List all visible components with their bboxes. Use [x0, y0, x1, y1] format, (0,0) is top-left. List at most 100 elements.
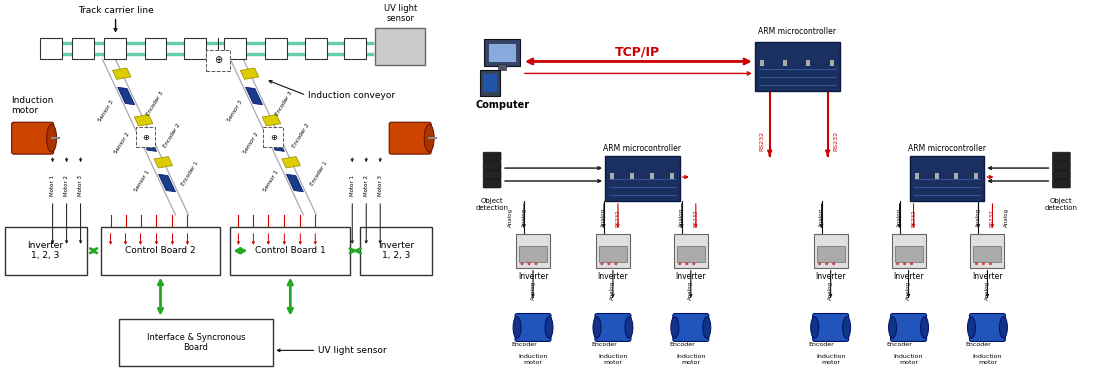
Text: Object
detection: Object detection	[1045, 198, 1077, 211]
FancyBboxPatch shape	[969, 314, 1006, 341]
Bar	[783, 60, 787, 66]
Text: Encoder: Encoder	[591, 342, 617, 347]
FancyBboxPatch shape	[519, 247, 547, 262]
Circle shape	[911, 262, 913, 265]
FancyBboxPatch shape	[488, 43, 516, 62]
FancyBboxPatch shape	[1052, 179, 1071, 188]
Text: Analog: Analog	[601, 208, 607, 228]
Text: ARM microcontroller: ARM microcontroller	[758, 27, 836, 36]
Ellipse shape	[545, 317, 552, 338]
Text: UV light sensor: UV light sensor	[318, 346, 387, 355]
FancyBboxPatch shape	[594, 314, 631, 341]
Text: Inverter: Inverter	[893, 272, 924, 281]
FancyBboxPatch shape	[483, 170, 501, 179]
Ellipse shape	[703, 317, 711, 338]
Text: Motor 1: Motor 1	[50, 175, 55, 195]
Text: Analog: Analog	[819, 208, 824, 228]
Circle shape	[685, 262, 688, 265]
Text: Analog: Analog	[906, 281, 911, 300]
Text: Inverter
1, 2, 3: Inverter 1, 2, 3	[28, 241, 64, 260]
FancyBboxPatch shape	[265, 38, 287, 59]
FancyBboxPatch shape	[498, 65, 506, 70]
Text: Analog: Analog	[530, 281, 536, 300]
Text: Motor 3: Motor 3	[78, 175, 83, 195]
Polygon shape	[267, 134, 284, 151]
FancyBboxPatch shape	[101, 227, 220, 275]
Text: Sensor 1: Sensor 1	[134, 169, 151, 192]
Text: TCP/IP: TCP/IP	[615, 45, 661, 58]
Polygon shape	[282, 157, 301, 168]
Text: Motor 2: Motor 2	[64, 175, 70, 195]
Text: Inverter: Inverter	[815, 272, 846, 281]
Circle shape	[614, 262, 618, 265]
Text: RS232: RS232	[911, 209, 916, 227]
Text: Encoder: Encoder	[512, 342, 537, 347]
Text: Analog: Analog	[828, 281, 833, 300]
Polygon shape	[117, 87, 135, 105]
Text: ARM microcontroller: ARM microcontroller	[603, 144, 682, 153]
Text: Motor 1: Motor 1	[350, 175, 355, 195]
FancyBboxPatch shape	[104, 38, 126, 59]
Circle shape	[693, 262, 695, 265]
Text: Induction
motor: Induction motor	[815, 354, 845, 365]
FancyBboxPatch shape	[674, 234, 708, 268]
Text: Encoder 2: Encoder 2	[164, 122, 182, 148]
FancyBboxPatch shape	[817, 247, 844, 262]
FancyBboxPatch shape	[483, 161, 501, 170]
Ellipse shape	[843, 317, 851, 338]
Bar	[830, 60, 833, 66]
FancyBboxPatch shape	[515, 314, 551, 341]
Text: Analog: Analog	[610, 281, 615, 300]
FancyBboxPatch shape	[895, 247, 923, 262]
Text: Analog: Analog	[897, 208, 902, 228]
FancyBboxPatch shape	[892, 234, 926, 268]
Ellipse shape	[46, 124, 56, 152]
Text: Track carrier line: Track carrier line	[77, 6, 154, 15]
Text: ⊕: ⊕	[214, 56, 222, 66]
Text: Induction
motor: Induction motor	[972, 354, 1002, 365]
Text: Interface & Syncronous
Board: Interface & Syncronous Board	[147, 333, 245, 352]
Ellipse shape	[625, 317, 633, 338]
Bar	[935, 173, 938, 179]
Text: Sensor 3: Sensor 3	[227, 100, 244, 123]
Bar	[760, 60, 764, 66]
FancyBboxPatch shape	[118, 319, 273, 366]
Bar	[630, 173, 634, 179]
FancyBboxPatch shape	[1052, 170, 1071, 179]
Ellipse shape	[593, 317, 601, 338]
Text: Encoder 2: Encoder 2	[292, 122, 311, 148]
Polygon shape	[240, 68, 259, 79]
Circle shape	[903, 262, 906, 265]
FancyBboxPatch shape	[599, 247, 627, 262]
FancyBboxPatch shape	[207, 50, 231, 72]
FancyBboxPatch shape	[596, 234, 630, 268]
Text: RS232: RS232	[833, 131, 839, 151]
Text: Encoder: Encoder	[886, 342, 913, 347]
FancyBboxPatch shape	[360, 227, 432, 275]
FancyBboxPatch shape	[1052, 152, 1071, 161]
Bar	[650, 173, 654, 179]
FancyBboxPatch shape	[812, 314, 849, 341]
Bar	[807, 60, 810, 66]
Polygon shape	[154, 157, 172, 168]
FancyBboxPatch shape	[376, 28, 425, 65]
Ellipse shape	[424, 124, 434, 152]
Circle shape	[520, 262, 524, 265]
Text: Inverter: Inverter	[972, 272, 1002, 281]
FancyBboxPatch shape	[145, 38, 167, 59]
Ellipse shape	[999, 317, 1008, 338]
FancyBboxPatch shape	[483, 179, 501, 188]
Ellipse shape	[968, 317, 976, 338]
Text: Induction
motor: Induction motor	[598, 354, 628, 365]
FancyBboxPatch shape	[484, 38, 520, 66]
FancyBboxPatch shape	[677, 247, 705, 262]
Text: Encoder 1: Encoder 1	[309, 160, 328, 186]
FancyBboxPatch shape	[673, 314, 708, 341]
Text: Induction
motor: Induction motor	[518, 354, 548, 365]
Text: Analog: Analog	[688, 281, 693, 300]
Text: Inverter
1, 2, 3: Inverter 1, 2, 3	[378, 241, 414, 260]
Bar	[915, 173, 918, 179]
FancyBboxPatch shape	[1052, 161, 1071, 170]
Text: ⊕: ⊕	[270, 133, 277, 142]
Polygon shape	[262, 115, 281, 126]
